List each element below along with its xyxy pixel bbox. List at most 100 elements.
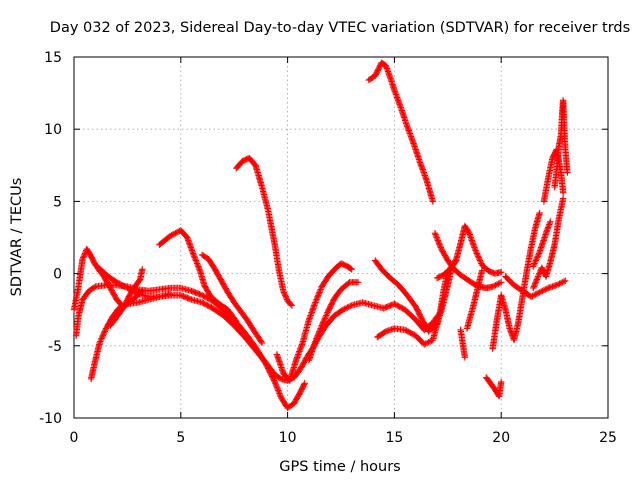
- series-track-t: [530, 195, 567, 292]
- data-point: [395, 302, 402, 310]
- data-point: [317, 325, 324, 332]
- y-tick-label: -5: [48, 339, 62, 355]
- data-point: [316, 328, 323, 335]
- data-point: [312, 338, 319, 345]
- x-tick-label: 0: [70, 430, 79, 446]
- data-point: [531, 260, 538, 267]
- data-point: [422, 340, 429, 347]
- data-point: [173, 229, 180, 236]
- data-point: [313, 335, 320, 342]
- data-point: [408, 136, 416, 143]
- data-point: [391, 88, 399, 95]
- data-point: [292, 357, 300, 364]
- data-point: [472, 247, 479, 254]
- data-point: [496, 279, 503, 287]
- data-point: [276, 390, 283, 397]
- series-track-j: [305, 279, 362, 364]
- data-point: [492, 282, 499, 289]
- data-point: [80, 253, 87, 260]
- data-point: [257, 338, 265, 345]
- data-point: [534, 253, 541, 260]
- data-point: [184, 235, 191, 243]
- data-point: [421, 341, 428, 348]
- data-point: [338, 307, 346, 314]
- data-point: [283, 294, 290, 302]
- data-point: [559, 189, 567, 196]
- data-point: [530, 283, 538, 290]
- data-point: [547, 218, 554, 225]
- data-point: [535, 271, 542, 279]
- x-tick-label: 5: [176, 430, 185, 446]
- data-point: [527, 293, 535, 300]
- data-point: [536, 209, 543, 217]
- data-point: [553, 282, 560, 289]
- data-point: [139, 287, 146, 295]
- data-point: [394, 97, 402, 104]
- data-point: [80, 254, 87, 261]
- data-point: [435, 238, 442, 245]
- data-point: [385, 69, 392, 77]
- data-point: [306, 313, 314, 321]
- data-point: [98, 335, 105, 342]
- data-point: [467, 232, 474, 240]
- data-point: [537, 288, 545, 295]
- data-point: [188, 287, 195, 295]
- data-point: [273, 383, 280, 390]
- data-point: [313, 296, 320, 303]
- data-point: [392, 301, 399, 308]
- data-point: [97, 338, 104, 345]
- data-point: [418, 163, 425, 170]
- data-point: [536, 270, 543, 277]
- data-point: [436, 241, 443, 248]
- data-point: [321, 316, 328, 323]
- data-point: [498, 268, 505, 276]
- data-point: [383, 65, 391, 72]
- data-point: [314, 332, 321, 339]
- data-point: [477, 258, 484, 266]
- data-point: [264, 364, 271, 371]
- data-point: [100, 331, 107, 338]
- data-point: [493, 281, 501, 288]
- data-point: [396, 303, 403, 310]
- data-point: [323, 312, 330, 319]
- y-tick-label: 0: [53, 267, 62, 283]
- x-tick-label: 25: [599, 430, 617, 446]
- data-point: [383, 304, 390, 311]
- data-point: [431, 230, 439, 237]
- data-point: [193, 258, 200, 266]
- data-point: [314, 293, 321, 300]
- data-point: [308, 309, 315, 316]
- data-point: [166, 290, 174, 298]
- data-point: [194, 261, 201, 269]
- data-point: [478, 267, 486, 274]
- data-point: [316, 287, 324, 295]
- data-point: [532, 291, 539, 298]
- data-point: [271, 378, 278, 386]
- series-track-s: [502, 273, 569, 300]
- data-point: [196, 266, 203, 273]
- data-point: [564, 169, 571, 176]
- data-point: [282, 293, 289, 300]
- data-point: [381, 329, 388, 336]
- series-track-p: [463, 267, 486, 332]
- data-point: [424, 339, 431, 347]
- data-point: [345, 280, 352, 287]
- data-point: [138, 288, 145, 296]
- data-point: [298, 341, 306, 348]
- data-point: [461, 354, 469, 361]
- data-point: [316, 289, 323, 296]
- y-tick-label: 15: [44, 50, 62, 66]
- data-point: [404, 123, 411, 130]
- data-point: [166, 232, 174, 240]
- data-point: [555, 281, 562, 288]
- data-point: [532, 258, 539, 266]
- plot-frame: [73, 56, 609, 419]
- data-point: [433, 234, 440, 241]
- data-point: [534, 274, 541, 282]
- data-point: [287, 301, 294, 308]
- data-point: [272, 381, 280, 388]
- data-point: [421, 172, 428, 179]
- series-track-k: [365, 59, 437, 205]
- data-point: [232, 316, 239, 324]
- data-point: [429, 198, 437, 205]
